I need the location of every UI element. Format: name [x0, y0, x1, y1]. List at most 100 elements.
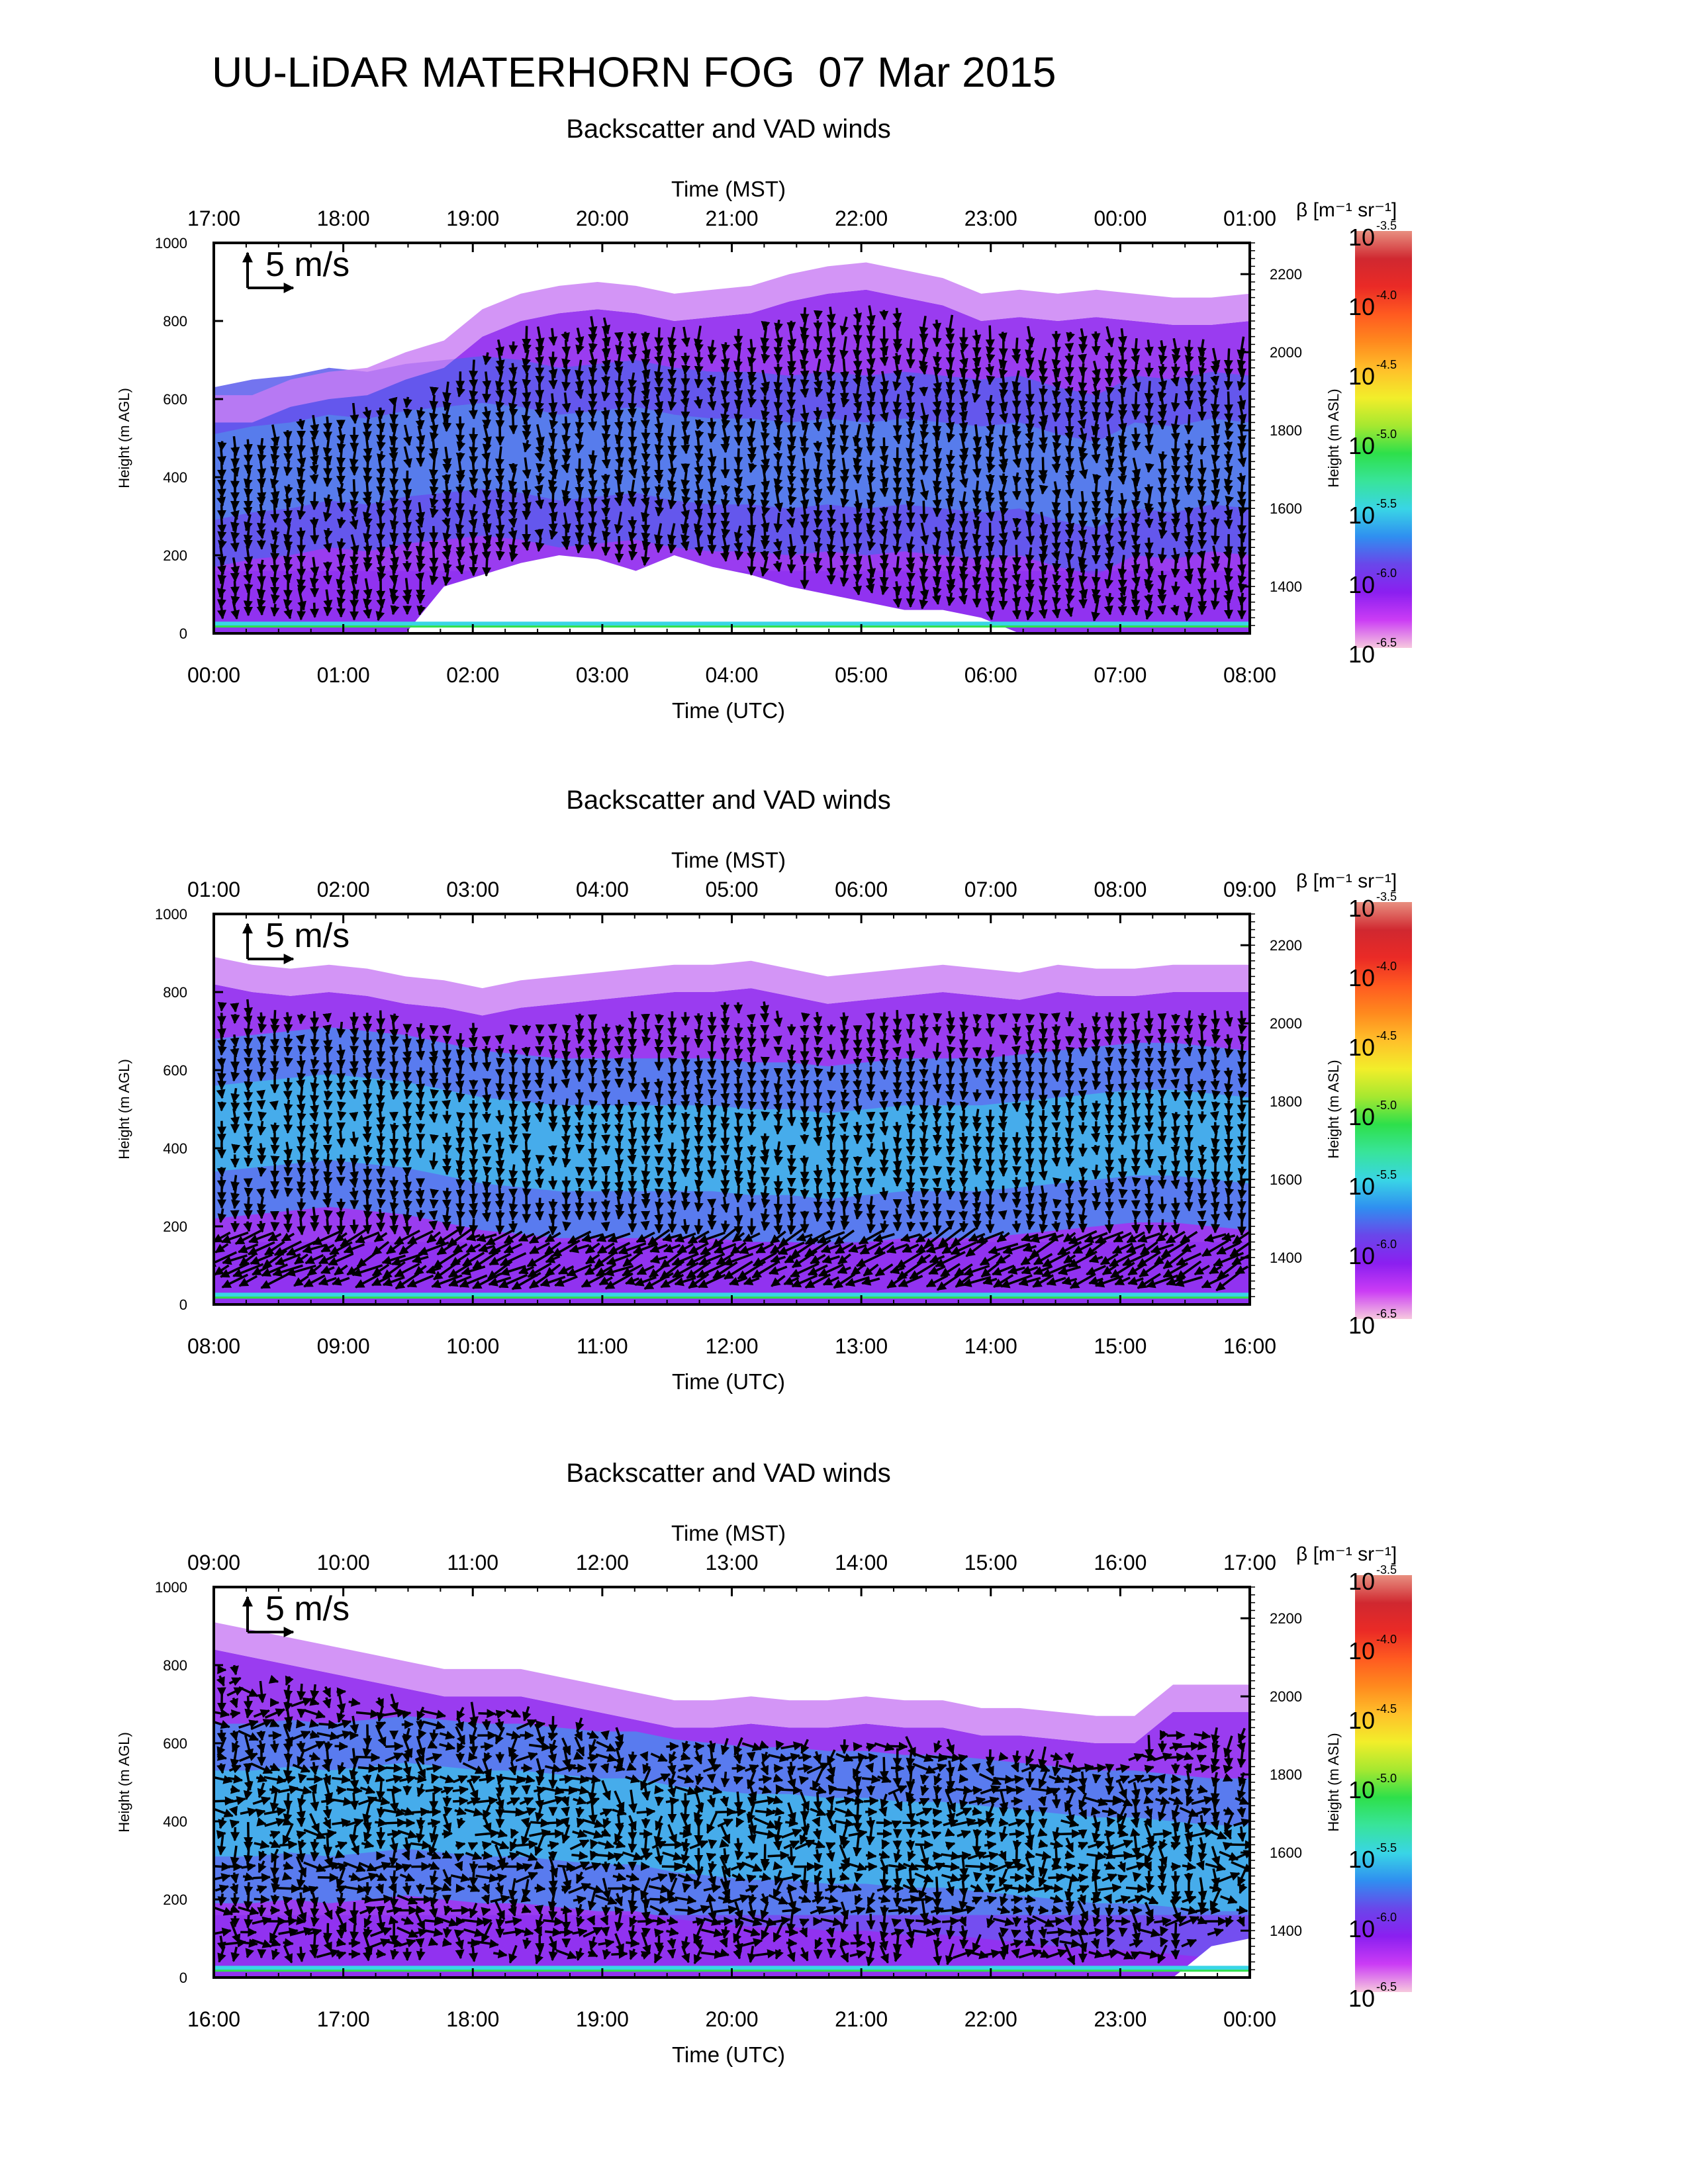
- wind-arrow: [296, 1817, 306, 1827]
- wind-arrow: [919, 500, 929, 523]
- wind-arrow: [668, 1189, 678, 1199]
- wind-arrow: [336, 1130, 346, 1148]
- wind-arrow: [1131, 1013, 1140, 1023]
- wind-arrow: [667, 1090, 677, 1101]
- wind-arrow: [402, 408, 412, 419]
- wind-arrow: [535, 537, 545, 553]
- wind-arrow: [971, 1762, 981, 1773]
- wind-arrow: [1011, 1101, 1021, 1113]
- wind-arrow: [310, 1916, 320, 1927]
- wind-arrow: [297, 504, 306, 520]
- y-axis-left-label: Height (m AGL): [116, 388, 132, 488]
- wind-arrow: [786, 1938, 798, 1948]
- wind-arrow: [747, 1111, 757, 1124]
- wind-arrow: [1131, 1142, 1141, 1159]
- wind-arrow: [350, 1155, 359, 1167]
- wind-arrow: [376, 1806, 386, 1818]
- x-axis-bottom-label: Time (UTC): [672, 698, 785, 723]
- wind-arrow: [932, 319, 942, 333]
- colorbar: β [m⁻¹ sr⁻¹]10 -3.510 -4.010 -4.510 -5.010 -5…: [1296, 870, 1412, 1339]
- wind-arrow: [628, 1827, 637, 1842]
- wind-arrow: [575, 1056, 585, 1069]
- wind-arrow: [800, 1024, 810, 1035]
- wind-arrow: [468, 1209, 478, 1220]
- wind-arrow: [283, 1208, 293, 1224]
- wind-arrow: [402, 1752, 411, 1762]
- wind-arrow: [1078, 1176, 1088, 1190]
- wind-arrow: [694, 373, 704, 388]
- wind-arrow: [733, 1185, 743, 1203]
- wind-arrow: [998, 1013, 1008, 1023]
- x-tick-label-top: 01:00: [187, 878, 240, 901]
- x-tick-label-top: 08:00: [1094, 878, 1147, 901]
- y-tick-label-left: 0: [179, 625, 187, 642]
- wind-arrow: [1184, 1046, 1193, 1057]
- wind-arrow: [1237, 1145, 1246, 1155]
- wind-arrow: [283, 460, 293, 477]
- colorbar-tick-base: 10: [1348, 641, 1375, 668]
- wind-arrow: [1091, 1046, 1101, 1056]
- wind-arrow: [283, 1046, 293, 1056]
- wind-arrow: [906, 1156, 916, 1165]
- wind-arrow: [561, 416, 571, 433]
- wind-arrow: [228, 1862, 243, 1872]
- wind-arrow: [350, 1055, 359, 1071]
- wind-arrow: [561, 480, 571, 500]
- wind-arrow: [508, 363, 518, 377]
- wind-arrow: [915, 1917, 933, 1927]
- panel-2: Backscatter and VAD winds Time (MST) Time …: [116, 786, 1412, 1394]
- wind-arrow: [865, 1046, 875, 1057]
- wind-arrow: [906, 1123, 916, 1134]
- wind-arrow: [416, 605, 426, 616]
- wind-arrow: [243, 1696, 253, 1711]
- wind-arrow: [641, 439, 651, 453]
- wind-arrow: [667, 1938, 677, 1949]
- wind-arrow: [324, 494, 333, 508]
- wind-arrow: [998, 547, 1008, 565]
- wind-arrow: [1105, 592, 1115, 606]
- wind-arrow: [402, 1057, 412, 1067]
- wind-arrow: [231, 1199, 240, 1210]
- wind-arrow: [1025, 1805, 1035, 1819]
- wind-arrow: [641, 1013, 651, 1024]
- wind-arrow: [932, 1808, 943, 1817]
- wind-arrow: [1237, 1199, 1246, 1211]
- wind-arrow: [270, 424, 280, 447]
- wind-arrow: [681, 496, 691, 506]
- wind-arrow: [363, 1144, 373, 1156]
- wind-arrow: [1144, 1141, 1154, 1159]
- wind-arrow: [363, 1089, 373, 1103]
- wind-arrow: [1224, 1163, 1233, 1181]
- x-tick-label-top: 03:00: [446, 878, 499, 901]
- wind-arrow: [786, 373, 796, 388]
- wind-arrow: [323, 1185, 333, 1203]
- wind-arrow: [415, 572, 424, 582]
- wind-arrow: [906, 1013, 915, 1024]
- colorbar-tick-exponent: -5.0: [1376, 428, 1397, 441]
- wind-arrow: [1104, 1067, 1114, 1081]
- wind-arrow: [1079, 1187, 1089, 1197]
- wind-arrow: [972, 1058, 982, 1068]
- wind-arrow: [1210, 517, 1220, 529]
- wind-arrow: [1066, 1220, 1076, 1230]
- wind-arrow: [561, 1806, 570, 1817]
- colorbar-tick-base: 10: [1348, 1173, 1375, 1200]
- wind-arrow: [283, 494, 293, 508]
- wind-arrow: [761, 320, 771, 331]
- wind-arrow: [279, 1840, 298, 1850]
- wind-arrow: [733, 495, 743, 507]
- wind-arrow: [283, 1793, 293, 1810]
- y-tick-label-right: 1400: [1270, 1250, 1302, 1266]
- wind-arrow: [1012, 1132, 1021, 1147]
- wind-arrow: [508, 1210, 518, 1221]
- cloud-fringe: [214, 262, 1250, 423]
- wind-arrow: [363, 1120, 373, 1136]
- wind-arrow: [468, 407, 478, 420]
- wind-arrow: [376, 1079, 386, 1090]
- wind-arrow: [1131, 1134, 1140, 1144]
- x-tick-label-bottom: 04:00: [705, 663, 758, 687]
- wind-arrow: [534, 1177, 544, 1189]
- wind-arrow: [600, 1927, 610, 1936]
- wind-arrow: [906, 1221, 916, 1232]
- wind-arrow: [256, 1808, 266, 1818]
